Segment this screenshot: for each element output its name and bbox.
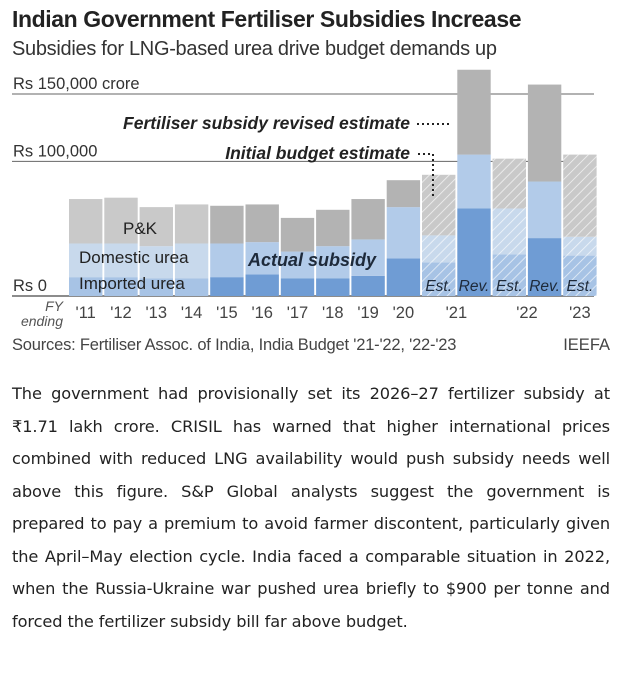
y-tick-label: Rs 100,000	[13, 142, 97, 160]
x-tick-label: '13	[146, 304, 168, 322]
chart-subtitle: Subsidies for LNG-based urea drive budge…	[12, 38, 497, 60]
bar-segment-imported	[386, 258, 421, 296]
bar-hatch	[492, 254, 526, 296]
x-tick-label: '21	[446, 304, 468, 322]
bar-segment-domestic	[174, 243, 209, 279]
bar-hatch	[422, 174, 456, 236]
x-tick-label: '20	[393, 304, 415, 322]
x-tick-label: '23	[569, 304, 591, 322]
bar-segment-imported	[351, 275, 385, 296]
stacked-bar-chart: Rs 0 Rs 100,000 Rs 150,000 crore Est. Rev. E…	[12, 69, 597, 329]
bar-segment-imported	[280, 278, 315, 296]
bar-segment-pk	[174, 204, 209, 244]
bar-segment-imported	[457, 208, 491, 296]
bar-segment-pk	[316, 209, 350, 247]
bar-hatch	[563, 255, 597, 296]
x-tick-label: '12	[110, 304, 132, 322]
budget-estimate-label: Initial budget estimate	[225, 143, 410, 163]
x-tick-label: '16	[251, 304, 273, 322]
bar-hatch	[492, 208, 526, 255]
bar-segment-pk	[139, 207, 173, 247]
bar-label: Est.	[567, 278, 594, 295]
bar-hatch	[422, 235, 456, 263]
x-tick-label: '11	[76, 304, 96, 322]
credit-label: IEEFA	[563, 336, 610, 354]
bar-hatch	[422, 262, 456, 296]
bar-label: Est.	[496, 278, 523, 295]
bar-hatch	[492, 158, 526, 209]
x-tick-label: '18	[322, 304, 344, 322]
bar-segment-pk	[210, 205, 244, 244]
y-tick-label: Rs 150,000 crore	[13, 75, 140, 93]
bar-label: Rev.	[459, 278, 490, 295]
sources-note: Sources: Fertiliser Assoc. of India, Ind…	[12, 336, 457, 354]
bar-segment-domestic	[386, 207, 421, 259]
bar-segment-imported	[104, 277, 138, 296]
bar-segment-domestic	[280, 251, 315, 279]
article-paragraph: The government had provisionally set its…	[12, 384, 610, 631]
bar-segment-pk	[69, 199, 103, 244]
x-tick-label: '22	[516, 304, 538, 322]
bar-segment-pk	[280, 217, 315, 252]
x-axis-label-ending: ending	[21, 313, 63, 329]
x-tick-label: '15	[216, 304, 238, 322]
x-tick-label: '19	[357, 304, 379, 322]
chart-title: Indian Government Fertiliser Subsidies I…	[12, 6, 522, 32]
revised-estimate-label: Fertiliser subsidy revised estimate	[123, 113, 410, 133]
bar-segment-pk	[351, 199, 385, 240]
bar-segment-domestic	[139, 246, 173, 279]
bar-segment-domestic	[104, 243, 138, 278]
bar-segment-imported	[316, 278, 350, 296]
x-tick-label: '17	[287, 304, 309, 322]
bar-segment-domestic	[69, 243, 103, 278]
series-label-pk: P&K	[123, 219, 158, 238]
bar-segment-pk	[527, 84, 562, 182]
series-label-imported-urea: Imported urea	[79, 274, 185, 293]
x-tick-label: '14	[181, 304, 203, 322]
budget-estimate-leader	[418, 153, 434, 197]
bar-segment-domestic	[457, 154, 491, 209]
bar-segment-domestic	[210, 243, 244, 278]
bar-segment-imported	[139, 278, 173, 296]
bar-segment-pk	[457, 69, 491, 155]
bar-segment-domestic	[316, 246, 350, 279]
y-tick-label: Rs 0	[13, 277, 47, 295]
bar-segment-domestic	[351, 239, 385, 276]
bar-hatch	[563, 236, 597, 256]
bar-segment-imported	[69, 277, 103, 296]
series-label-domestic-urea: Domestic urea	[79, 248, 189, 267]
bar-segment-pk	[245, 204, 279, 243]
bar-segment-pk	[104, 197, 138, 244]
bar-label: Est.	[425, 278, 452, 295]
bar-segment-pk	[386, 180, 421, 208]
bar-segment-imported	[527, 238, 562, 296]
actual-subsidy-label: Actual subsidy	[247, 250, 377, 270]
bar-segment-imported	[245, 274, 279, 296]
bar-segment-domestic	[245, 242, 279, 275]
x-axis-label-fy: FY	[45, 298, 65, 314]
bar-hatch	[563, 154, 597, 237]
bar-segment-domestic	[527, 181, 562, 239]
bar-label: Rev.	[529, 278, 560, 295]
bar-segment-imported	[210, 277, 244, 296]
bar-segment-imported	[174, 278, 209, 296]
